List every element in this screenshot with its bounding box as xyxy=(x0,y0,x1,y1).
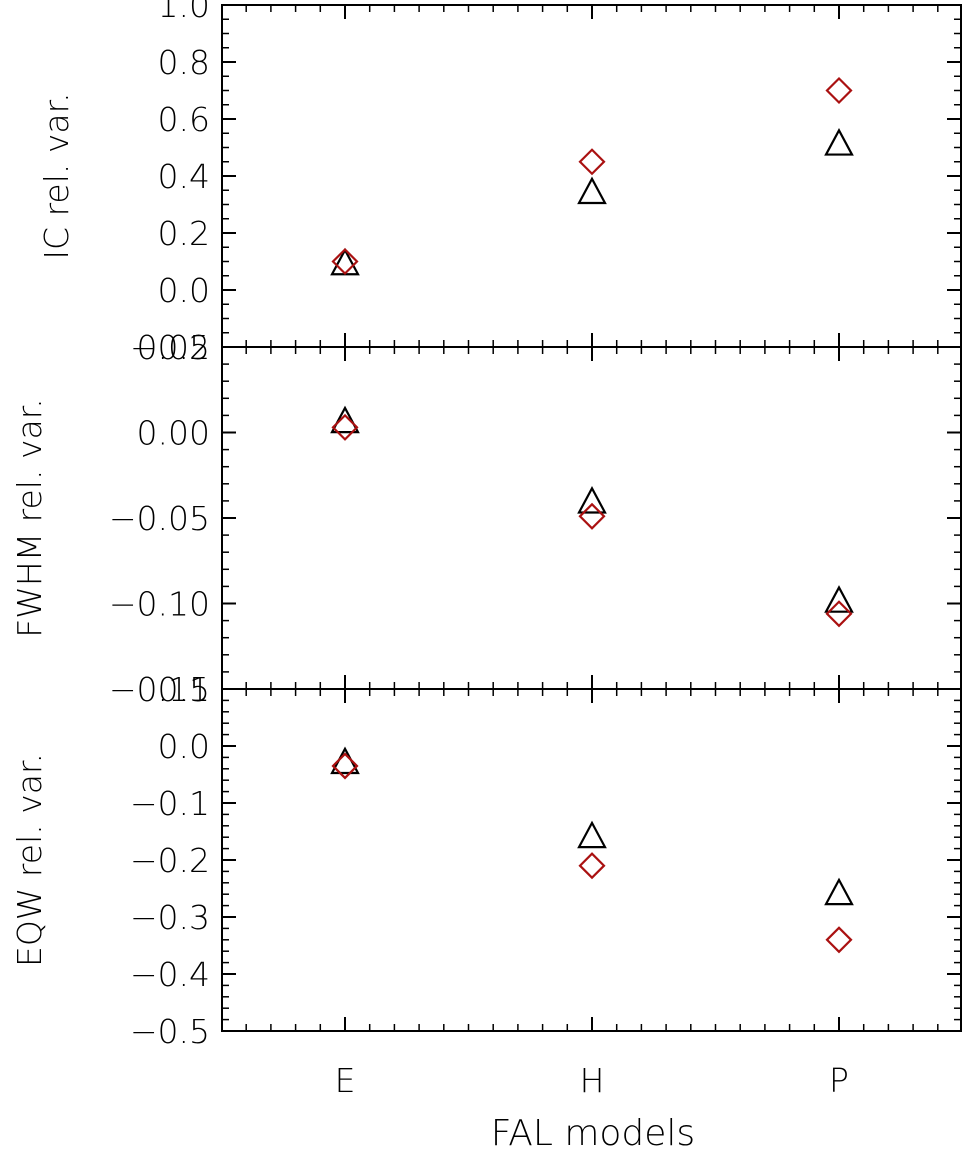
panel-1: 1.0 0.8 0.6 0.4 0.2 0.0 −0.2 IC rel. var. xyxy=(37,0,962,367)
y-tick-label: −0.2 xyxy=(130,841,210,880)
panel-2: 0.05 0.00 −0.05 −0.10 −0.15 FWHM rel. var. xyxy=(10,328,962,709)
y-tick-label: −0.4 xyxy=(130,955,210,994)
y-tick-label: 0.4 xyxy=(158,157,210,196)
diamond-marker xyxy=(331,752,359,780)
triangle-marker xyxy=(330,405,360,434)
triangle-marker xyxy=(824,877,854,906)
x-axis-label: FAL models xyxy=(491,1113,695,1154)
y-tick-label: 0.00 xyxy=(137,414,210,453)
triangle-marker xyxy=(824,128,854,156)
y-tick-label: −0.5 xyxy=(130,1012,210,1051)
y-axis-label: EQW rel. var. xyxy=(10,753,49,967)
panel-3: 0.1 0.0 −0.1 −0.2 −0.3 −0.4 −0.5 EQW rel. var. xyxy=(10,670,962,1051)
diamond-marker xyxy=(578,148,606,176)
plot-frame xyxy=(221,4,962,348)
triangle-marker xyxy=(330,247,360,276)
y-tick-label: 0.05 xyxy=(137,328,210,367)
y-tick-label: −0.10 xyxy=(109,585,210,624)
x-category-label: P xyxy=(829,1061,849,1100)
triangle-marker xyxy=(577,820,607,849)
y-tick-label: −0.1 xyxy=(130,784,210,823)
triangle-marker xyxy=(577,485,607,514)
plot-frame xyxy=(221,346,962,690)
y-tick-label: −0.05 xyxy=(109,499,210,538)
y-tick-label: 1.0 xyxy=(158,0,210,25)
diamond-marker xyxy=(578,852,606,880)
y-tick-label: 0.0 xyxy=(158,271,210,310)
y-tick-label: 0.1 xyxy=(158,670,210,709)
diamond-marker xyxy=(578,502,606,530)
y-tick-label: −0.15 xyxy=(109,670,210,709)
x-category-label: E xyxy=(335,1061,356,1100)
y-axis-label: IC rel. var. xyxy=(37,92,76,259)
diamond-marker xyxy=(825,76,853,105)
triangle-marker xyxy=(824,585,854,613)
panels-layer: 1.00.80.60.40.20.0−0.2IC rel. var.0.050.… xyxy=(10,0,962,1051)
x-axis: FAL models E H P xyxy=(335,1061,849,1154)
diamond-marker xyxy=(331,413,359,441)
plot-frame xyxy=(221,688,962,1032)
triangle-marker xyxy=(577,176,607,205)
diamond-marker xyxy=(825,600,853,628)
diamond-marker xyxy=(825,926,853,954)
diamond-marker xyxy=(331,247,359,276)
y-tick-label: 0.6 xyxy=(158,100,210,139)
y-tick-label: 0.0 xyxy=(158,727,210,766)
x-category-label: H xyxy=(580,1061,605,1100)
y-tick-label: −0.3 xyxy=(130,898,210,937)
y-tick-label: 0.8 xyxy=(158,43,210,82)
y-tick-label: 0.2 xyxy=(158,214,210,253)
y-axis-label: FWHM rel. var. xyxy=(10,398,49,637)
y-tick-label: −0.2 xyxy=(130,328,210,367)
